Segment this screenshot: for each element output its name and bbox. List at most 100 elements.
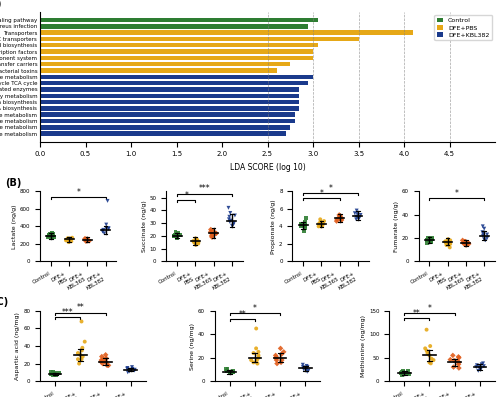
Point (336, 214, 344, 220)
Point (300, 366, 308, 373)
Point (170, 233, 178, 239)
Point (428, 235, 436, 241)
Point (423, 239, 431, 246)
Y-axis label: Succinate (ng/g): Succinate (ng/g) (142, 200, 146, 252)
Point (303, 368, 311, 375)
Bar (40, 81, 308, 85)
Point (479, 360, 487, 366)
Point (316, 219, 324, 225)
Point (80, 339, 88, 345)
Point (254, 352, 262, 358)
Point (50, 231, 58, 237)
Point (194, 238, 202, 244)
Y-axis label: Lactate (ng/g): Lactate (ng/g) (12, 204, 17, 249)
Point (478, 361, 486, 368)
Point (422, 237, 430, 243)
Point (473, 362, 481, 368)
Point (104, 225, 112, 231)
Point (421, 345, 429, 352)
Bar (40, 131, 286, 136)
Point (81, 235, 89, 242)
Point (44, 234, 52, 240)
Point (319, 220, 327, 227)
Point (192, 235, 200, 242)
Point (422, 326, 430, 333)
Point (424, 235, 432, 241)
Point (64, 235, 72, 241)
Point (104, 198, 112, 204)
Text: (C): (C) (0, 297, 8, 307)
Point (355, 215, 363, 222)
Point (278, 357, 286, 363)
Point (404, 370, 412, 377)
Point (226, 370, 234, 376)
X-axis label: LDA SCORE (log 10): LDA SCORE (log 10) (230, 163, 306, 172)
Text: **: ** (76, 303, 84, 312)
Point (398, 372, 406, 378)
Point (318, 222, 326, 229)
Point (426, 343, 434, 349)
Point (226, 368, 234, 375)
Point (224, 205, 232, 211)
Point (442, 239, 450, 246)
Point (228, 367, 236, 374)
Bar (40, 31, 413, 35)
Point (48, 371, 56, 377)
Point (422, 347, 430, 354)
Point (224, 366, 232, 373)
Point (455, 359, 463, 366)
Point (273, 360, 281, 367)
Point (480, 236, 488, 243)
Point (351, 210, 359, 216)
Point (299, 364, 307, 370)
Point (51, 370, 59, 376)
Point (98, 357, 106, 363)
Point (102, 355, 110, 362)
Point (462, 242, 470, 248)
Point (277, 359, 285, 366)
Point (427, 360, 435, 366)
Y-axis label: Aspartic acid (ng/mg): Aspartic acid (ng/mg) (16, 312, 20, 380)
Point (300, 227, 308, 234)
Point (480, 225, 488, 232)
Y-axis label: Serine (ng/mg): Serine (ng/mg) (190, 322, 195, 370)
Point (454, 354, 462, 360)
Point (428, 355, 436, 362)
Point (170, 231, 178, 238)
Bar (40, 87, 300, 92)
Point (250, 350, 258, 356)
Text: (B): (B) (6, 178, 22, 188)
Text: ***: *** (62, 308, 74, 317)
Point (192, 242, 200, 248)
Point (302, 365, 310, 372)
Point (102, 358, 110, 365)
Point (78, 353, 86, 360)
Point (461, 238, 469, 245)
Point (97, 358, 105, 365)
Point (192, 237, 200, 243)
Point (474, 368, 482, 374)
Bar (40, 49, 313, 54)
Point (48, 235, 56, 241)
Point (446, 237, 454, 243)
Bar (40, 94, 300, 98)
Point (304, 364, 312, 370)
Point (476, 367, 484, 373)
Point (441, 238, 449, 245)
Point (230, 220, 237, 226)
Point (356, 214, 364, 221)
Point (63, 236, 71, 243)
Point (66, 235, 74, 242)
Point (398, 368, 406, 375)
Point (442, 238, 450, 245)
Point (280, 349, 287, 355)
Point (208, 234, 216, 240)
Point (477, 365, 485, 371)
Point (476, 366, 484, 372)
Text: *: * (76, 188, 80, 197)
Point (302, 214, 310, 221)
Point (337, 214, 345, 221)
Point (174, 230, 182, 237)
Point (352, 216, 360, 222)
Point (62, 237, 70, 243)
